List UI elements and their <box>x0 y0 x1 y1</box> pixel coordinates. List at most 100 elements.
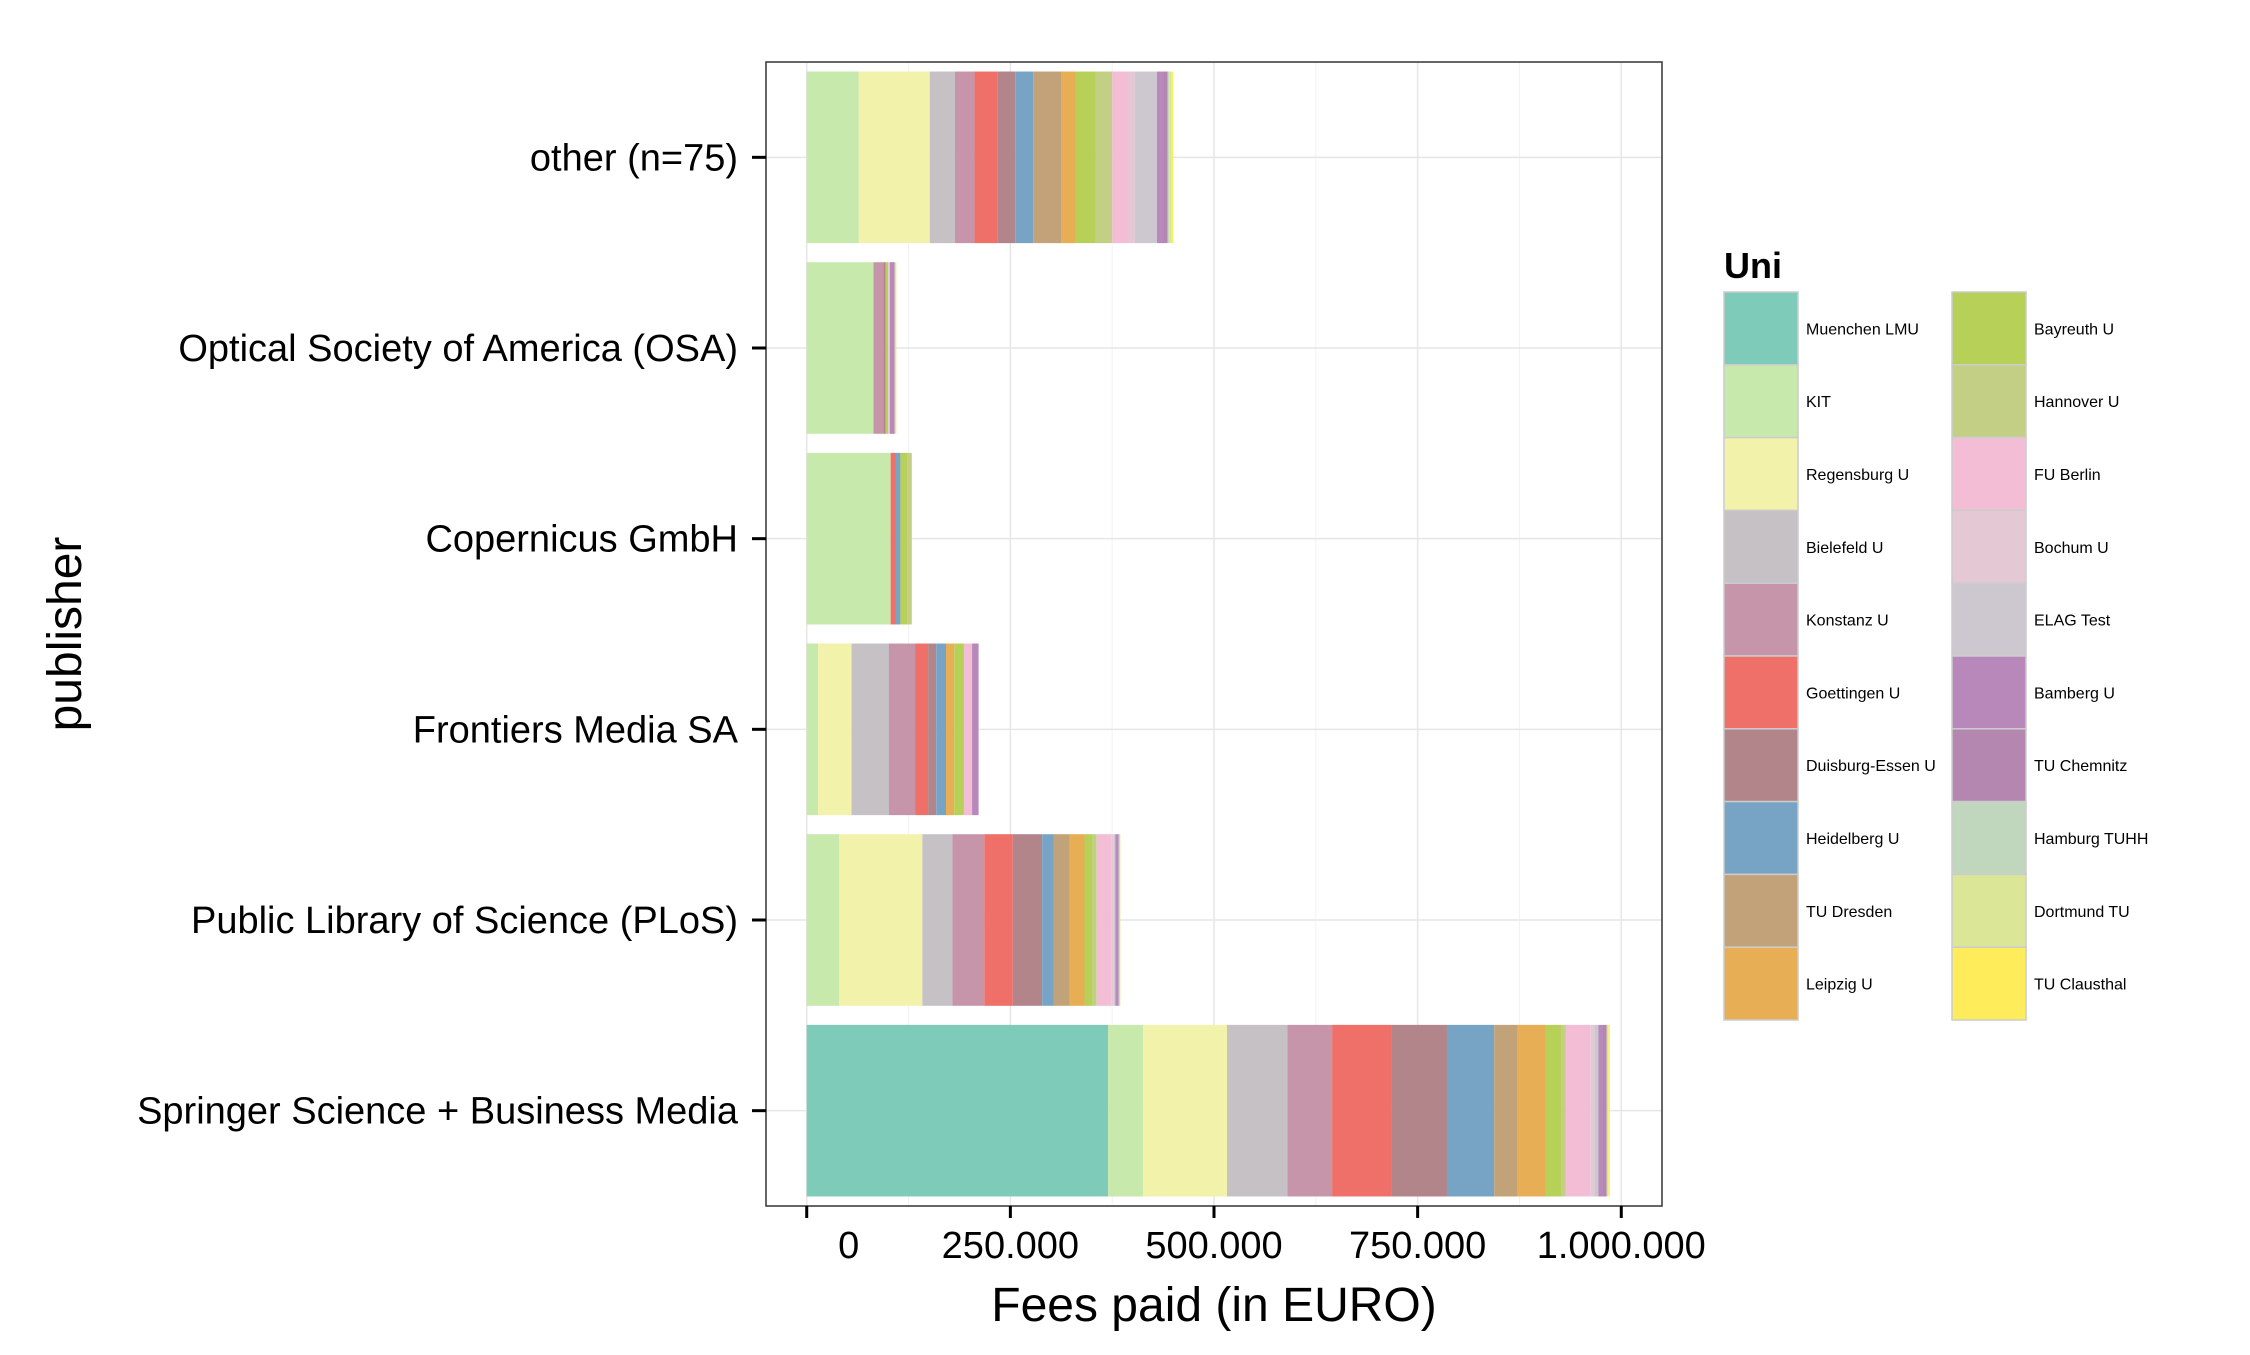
bar-segment: Optical Society of America (OSA) — Konst… <box>873 262 884 434</box>
bar-segment: Springer Science + Business Media — FU B… <box>1565 1024 1591 1197</box>
bar-segment: Public Library of Science (PLoS) — Hambu… <box>1118 834 1120 1006</box>
bar-segment: Springer Science + Business Media — Boch… <box>1590 1024 1595 1197</box>
bar-segment: Springer Science + Business Media — Heid… <box>1446 1024 1495 1197</box>
bar-segment: other (n=75) — Goettingen U: 28000 <box>974 71 998 244</box>
bar-segment: Public Library of Science (PLoS) — ELAG … <box>1113 834 1116 1006</box>
bar-segment: Frontiers Media SA — Regensburg U: 41000 <box>818 643 852 816</box>
bar-segment: Public Library of Science (PLoS) — Bayre… <box>1084 834 1093 1006</box>
legend: Uni Muenchen LMU KIT Regensburg U Bielefeld… <box>1723 245 2148 1021</box>
bar-segment: Springer Science + Business Media — Hamb… <box>1606 1024 1608 1197</box>
bar-segment: Public Library of Science (PLoS) — Leipz… <box>1069 834 1085 1006</box>
bar-segment: other (n=75) — Bochum U: 8000 <box>1128 71 1135 244</box>
bar-segment: other (n=75) — KIT: 64000 <box>806 71 859 244</box>
y-tick-label: other (n=75) <box>530 137 738 179</box>
bar-segment: Public Library of Science (PLoS) — FU Be… <box>1096 834 1112 1006</box>
legend-label: Dortmund TU <box>2034 904 2130 921</box>
bar-segment: Public Library of Science (PLoS) — TU Dr… <box>1053 834 1070 1006</box>
legend-key <box>1723 291 1799 366</box>
bar-segment: Copernicus GmbH — Bayreuth U: 9000 <box>900 452 908 625</box>
legend-label: Bochum U <box>2034 540 2109 557</box>
legend-key <box>1951 291 2027 366</box>
legend-label: Hamburg TUHH <box>2034 831 2148 848</box>
bar-segment: other (n=75) — FU Berlin: 20000 <box>1112 71 1129 244</box>
bar-segment: other (n=75) — Dortmund TU: 3000 <box>1169 71 1172 244</box>
legend-key <box>1723 582 1799 657</box>
legend-label: Bielefeld U <box>1806 540 1883 557</box>
legend-key <box>1951 436 2027 512</box>
legend-key <box>1951 364 2027 439</box>
legend-key <box>1723 728 1799 803</box>
bar-segment: other (n=75) — TU Chemnitz: 5000 <box>1163 71 1168 244</box>
bar-segment: Optical Society of America (OSA) — Bambe… <box>889 262 895 434</box>
legend-key <box>1723 873 1799 948</box>
bar-segment: Public Library of Science (PLoS) — KIT: … <box>806 834 840 1006</box>
bars-layer: Springer Science + Business Media — Muen… <box>806 71 1610 1197</box>
bar-segment: other (n=75) — Hamburg TUHH: 2000 <box>1167 71 1170 244</box>
axis-layer: 0 250.000 500.000 750.000 1.000.000 Springer … <box>137 137 1706 1267</box>
bar-segment: Frontiers Media SA — KIT: 14000 <box>806 643 819 816</box>
bar-segment: Frontiers Media SA — Leipzig U: 10000 <box>946 643 955 816</box>
bar-segment: other (n=75) — Leipzig U: 17000 <box>1061 71 1076 244</box>
bar-segment: Springer Science + Business Media — TU C… <box>1608 1024 1610 1197</box>
legend-label: Bamberg U <box>2034 685 2115 702</box>
legend-label: TU Clausthal <box>2034 977 2126 994</box>
legend-key <box>1723 509 1799 584</box>
bar-segment: other (n=75) — TU Dresden: 35000 <box>1033 71 1062 244</box>
legend-key <box>1951 800 2027 876</box>
bar-segment: other (n=75) — Heidelberg U: 22000 <box>1015 71 1034 244</box>
y-tick-label: Springer Science + Business Media <box>137 1091 739 1133</box>
legend-label: TU Dresden <box>1806 904 1892 921</box>
bar-segment: Optical Society of America (OSA) — Duisb… <box>883 262 886 434</box>
legend-key <box>1951 946 2027 1021</box>
bar-segment: Springer Science + Business Media — ELAG… <box>1594 1024 1599 1197</box>
bar-segment: other (n=75) — ELAG Test: 27000 <box>1134 71 1157 244</box>
legend-key <box>1951 582 2027 657</box>
bar-segment: Optical Society of America (OSA) — KIT: … <box>806 262 874 434</box>
bar-segment: Public Library of Science (PLoS) — Heide… <box>1042 834 1054 1006</box>
bar-segment: Frontiers Media SA — Bamberg U: 8000 <box>972 643 979 816</box>
legend-key <box>1723 436 1799 512</box>
bar-segment: other (n=75) — Hannover U: 20000 <box>1095 71 1113 244</box>
bar-segment: Copernicus GmbH — KIT: 103000 <box>806 452 891 625</box>
bar-segment: Springer Science + Business Media — Duis… <box>1391 1024 1447 1197</box>
bar-segment: other (n=75) — Bamberg U: 8000 <box>1156 71 1164 244</box>
legend-key <box>1951 509 2027 584</box>
bar-segment: Frontiers Media SA — Heidelberg U: 12000 <box>936 643 947 816</box>
bar-segment: Springer Science + Business Media — Biel… <box>1227 1024 1288 1197</box>
bar-segment: other (n=75) — Duisburg-Essen U: 22000 <box>997 71 1016 244</box>
bar-segment: Springer Science + Business Media — Goet… <box>1332 1024 1392 1197</box>
legend-label: Konstanz U <box>1806 613 1889 630</box>
bar-segment: Public Library of Science (PLoS) — Konst… <box>952 834 985 1006</box>
legend-label: Heidelberg U <box>1806 831 1899 848</box>
bar-segment: Springer Science + Business Media — TU D… <box>1494 1024 1518 1197</box>
x-tick-label: 0 <box>838 1225 859 1267</box>
legend-label: Bayreuth U <box>2034 321 2114 338</box>
bar-segment: Public Library of Science (PLoS) — Biele… <box>922 834 953 1006</box>
bar-segment: Springer Science + Business Media — Rege… <box>1143 1024 1228 1197</box>
bar-segment: Springer Science + Business Media — Hann… <box>1561 1024 1566 1197</box>
bar-segment: other (n=75) — TU Clausthal: 2000 <box>1171 71 1174 244</box>
legend-label: FU Berlin <box>2034 467 2101 484</box>
y-tick-label: Optical Society of America (OSA) <box>178 328 738 370</box>
bar-segment: Frontiers Media SA — Duisburg-Essen U: 1… <box>928 643 937 816</box>
bar-segment: Springer Science + Business Media — Muen… <box>806 1024 1109 1197</box>
bar-segment: Springer Science + Business Media — Leip… <box>1517 1024 1546 1197</box>
bar-segment: Frontiers Media SA — Konstanz U: 32000 <box>888 643 916 816</box>
bar-segment: Springer Science + Business Media — Bayr… <box>1545 1024 1562 1197</box>
legend-title: Uni <box>1724 245 1782 286</box>
legend-key <box>1723 364 1799 439</box>
bar-segment: Frontiers Media SA — Bielefeld U: 46000 <box>851 643 889 816</box>
x-tick-label: 250.000 <box>942 1225 1079 1267</box>
bar-segment: Optical Society of America (OSA) — Bayre… <box>885 262 889 434</box>
bar-segment: other (n=75) — Bielefeld U: 31000 <box>929 71 955 244</box>
legend-key <box>1951 728 2027 803</box>
legend-key <box>1951 655 2027 730</box>
x-tick-label: 500.000 <box>1145 1225 1282 1267</box>
legend-label: Regensburg U <box>1806 467 1909 484</box>
bar-segment: Public Library of Science (PLoS) — Duisb… <box>1012 834 1043 1006</box>
y-tick-label: Copernicus GmbH <box>425 519 738 561</box>
bar-segment: Springer Science + Business Media — TU C… <box>1602 1024 1607 1197</box>
bar-segment: Springer Science + Business Media — Kons… <box>1287 1024 1333 1197</box>
